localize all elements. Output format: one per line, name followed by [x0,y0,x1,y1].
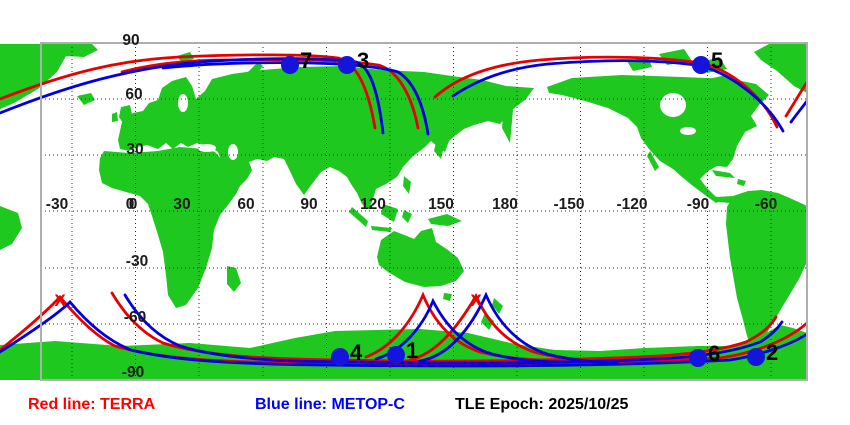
pass-marker-number: 3 [357,48,369,73]
longitude-label: 90 [300,196,317,213]
metopc-ground-track [123,293,784,365]
legend-terra-label: Red line: TERRA [28,396,156,413]
legend-tle-epoch-label: TLE Epoch: 2025/10/25 [455,396,629,413]
sea [660,93,686,117]
metopc-ground-track [451,59,785,133]
landmass [547,75,769,203]
longitude-label: -120 [616,196,647,213]
pass-marker-dot [747,348,765,366]
pass-marker-dot [281,56,299,74]
landmass [0,44,98,109]
pass-marker-number: 4 [350,340,363,365]
map-frame [40,42,808,381]
landmass [726,190,807,347]
pass-marker-number: 7 [300,48,312,73]
pass-marker-number: 2 [766,340,778,365]
longitude-label: -30 [46,196,68,213]
landmass [349,207,368,227]
landmass [700,75,752,108]
metopc-ground-track [789,99,807,124]
longitude-label: -150 [553,196,584,213]
latitude-label: 0 [129,196,138,213]
landmass [481,313,494,330]
longitude-label: 30 [173,196,190,213]
landmass [403,176,411,194]
landmass [737,179,746,186]
legend-row: Red line: TERRA Blue line: METOP-C TLE E… [0,396,850,418]
terra-ground-track [784,80,807,118]
landmass [99,147,245,308]
landmass [754,44,807,93]
terra-ground-track [0,53,377,130]
pass-marker-dot [692,56,710,74]
sea [228,144,238,160]
landmass [112,112,118,122]
landmass [712,170,735,178]
longitude-label: 60 [237,196,254,213]
landmass [438,129,447,139]
latitude-label: 90 [122,32,139,49]
longitude-label: 180 [492,196,518,213]
landmass [377,228,464,287]
landmass [502,104,513,143]
landmass [0,206,22,250]
longitude-label: 150 [428,196,454,213]
pass-marker-dot [387,346,405,364]
latitude-label: 60 [125,86,142,103]
landmass [434,138,444,159]
metopc-ground-track [0,57,385,135]
landmass [371,226,392,232]
pass-marker-dot [331,348,349,366]
sea [178,94,188,112]
track-start-x-mark: X [54,291,66,310]
landmass [248,62,263,79]
landmass [118,66,534,209]
pass-marker-number: 5 [711,48,723,73]
landmass [227,266,241,292]
latitude-label: -30 [126,253,148,270]
landmass [381,204,398,222]
landmass [492,298,503,314]
terra-ground-track [433,55,779,129]
longitude-label: 0 [126,196,135,213]
sea [680,127,696,135]
terra-ground-track [110,291,778,363]
landmass [428,214,462,226]
landmass [402,210,412,223]
terra-ground-track [0,294,807,366]
landmass [647,151,659,171]
metopc-ground-track [374,297,564,364]
landmass [716,196,733,203]
longitude-label: 120 [360,196,386,213]
landmass [119,105,133,126]
landmass [446,108,452,130]
latitude-label: 30 [126,141,143,158]
latitude-label: -90 [122,364,144,381]
track-start-x-mark: X [470,291,482,310]
pass-marker-number: 6 [708,341,720,366]
latitude-label: -60 [124,309,146,326]
pass-marker-dot [689,349,707,367]
legend-metopc-label: Blue line: METOP-C [255,396,405,413]
pass-marker-number: 1 [406,338,418,363]
metopc-ground-track [0,299,807,368]
sea [198,144,216,152]
longitude-label: -90 [687,196,709,213]
landmass [443,293,452,301]
longitude-label: -60 [755,196,777,213]
metopc-ground-track [418,291,619,365]
pass-marker-dot [338,56,356,74]
